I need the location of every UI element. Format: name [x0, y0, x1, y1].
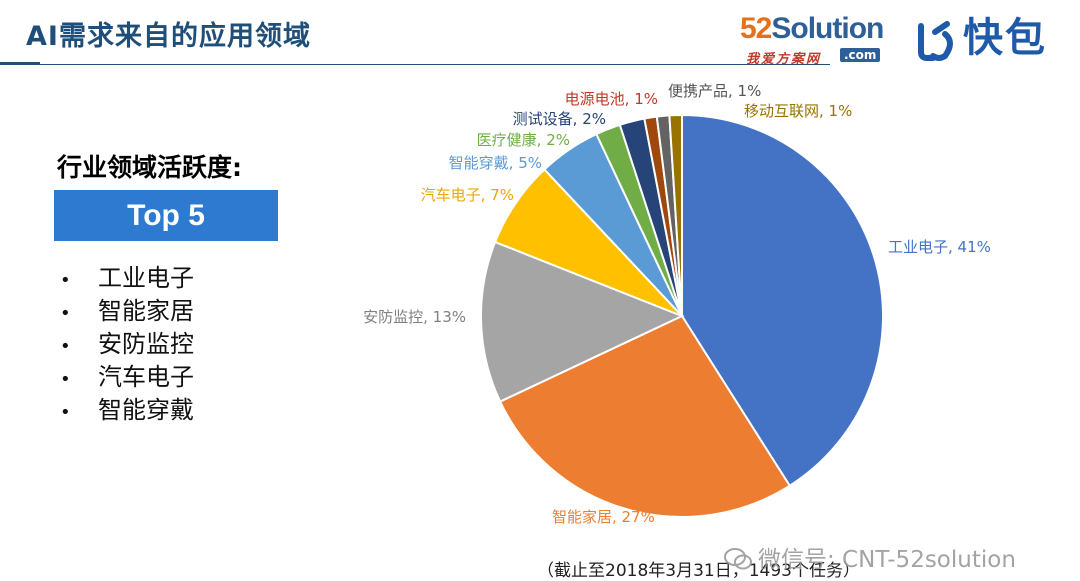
top5-badge: Top 5 [54, 190, 278, 241]
pie-chart: 工业电子, 41% 智能家居, 27% 安防监控, 13% 汽车电子, 7% 智能穿戴,… [363, 82, 991, 526]
pie-slice [480, 240, 685, 403]
pie-slice-label: 智能家居, 27% [552, 508, 655, 526]
list-item: • 智能穿戴 [60, 394, 194, 427]
pie-slice-label: 医疗健康, 2% [477, 131, 570, 149]
bullet-dot-icon: • [60, 369, 71, 390]
bullet-dot-icon: • [60, 270, 71, 291]
title-divider [0, 64, 830, 65]
list-item-label: 工业电子 [98, 264, 194, 292]
list-item: • 智能家居 [60, 295, 194, 328]
top5-list: • 工业电子 • 智能家居 • 安防监控 • 汽车电子 • 智能穿戴 [60, 262, 194, 427]
list-item-label: 智能穿戴 [98, 396, 194, 424]
logo-kuaibao: 快包 [915, 10, 1065, 70]
section-subtitle: 行业领域活跃度: [57, 153, 242, 182]
pie-slice [668, 113, 683, 317]
bullet-dot-icon: • [60, 402, 71, 423]
page-title: AI需求来自的应用领域 [26, 21, 311, 52]
pie-slice-label: 工业电子, 41% [888, 238, 991, 256]
logo-52solution-number: 52 [740, 12, 772, 45]
logo-52solution-subtitle: 我爱方案网 [746, 52, 822, 67]
pie-slice [681, 113, 884, 488]
logo-kuaibao-icon [918, 21, 953, 61]
list-item-label: 安防监控 [98, 330, 194, 358]
wechat-icon [724, 548, 752, 570]
list-item: • 汽车电子 [60, 361, 194, 394]
list-item: • 工业电子 [60, 262, 194, 295]
list-item: • 安防监控 [60, 328, 194, 361]
pie-slice-label: 便携产品, 1% [668, 82, 761, 100]
list-item-label: 汽车电子 [98, 363, 194, 391]
logo-52solution-dotcom: .com [840, 48, 881, 62]
pie-slice-label: 测试设备, 2% [513, 110, 606, 128]
logo-52solution-word: Solution [771, 12, 884, 45]
logo-52solution: 52Solution 我爱方案网 .com [740, 14, 905, 72]
bullet-dot-icon: • [60, 336, 71, 357]
pie-slice [498, 314, 792, 518]
pie-slice-label: 电源电池, 1% [565, 90, 658, 108]
pie-slice-label: 移动互联网, 1% [744, 102, 852, 120]
list-item-label: 智能家居 [98, 297, 194, 325]
pie-slice-label: 智能穿戴, 5% [449, 154, 542, 172]
title-divider-accent [0, 62, 40, 65]
pie-slice-label: 安防监控, 13% [363, 308, 466, 326]
bullet-dot-icon: • [60, 303, 71, 324]
logo-kuaibao-text: 快包 [963, 15, 1047, 61]
watermark: 微信号: CNT-52solution [724, 540, 1016, 574]
watermark-text: 微信号: CNT-52solution [758, 547, 1016, 573]
pie-slice-label: 汽车电子, 7% [421, 186, 514, 204]
